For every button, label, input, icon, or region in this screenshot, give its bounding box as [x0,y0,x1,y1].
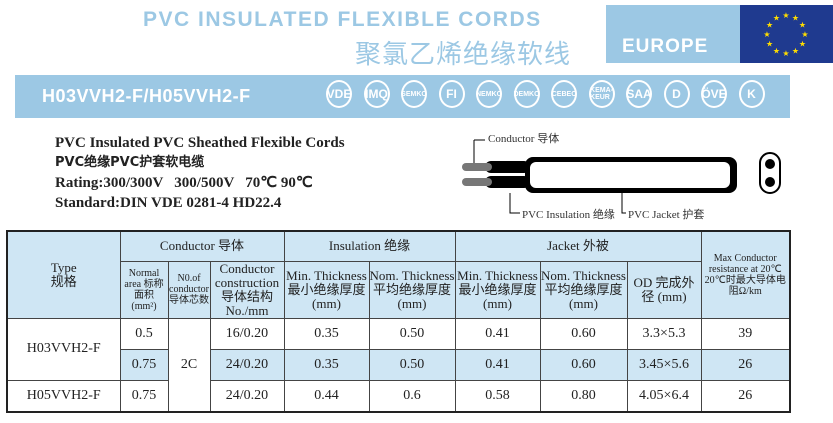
cert-7-icon: KEMA-KEUR [588,80,615,108]
cell-res: 26 [700,348,791,381]
cell-construction: 24/0.20 [209,348,285,381]
desc-standard: Standard:DIN VDE 0281-4 HD22.4 [55,195,282,211]
cert-4-icon: NEMKO [476,80,502,108]
cell-jk-min: 0.58 [454,379,541,412]
cert-9-icon: D [663,80,690,108]
cert-2-icon: SEMKO [401,80,427,108]
insulation-label: PVC Insulation 绝缘 [522,209,615,221]
cell-od: 3.3×5.3 [626,317,702,350]
cert-11-icon: K [738,80,765,108]
star-icon: ★ [799,40,806,49]
cell-res: 26 [700,379,791,412]
title-english: PVC INSULATED FLEXIBLE CORDS [143,8,542,31]
ins-min-header: Min. Thickness 最小绝缘厚度 (mm) [283,260,370,319]
star-icon: ★ [782,49,789,58]
cert-5-icon: DEMKO [513,80,540,108]
cell-ins-min: 0.44 [283,379,370,412]
cert-8-icon: SAA [626,80,652,108]
star-icon: ★ [763,30,770,39]
desc-line1: PVC Insulated PVC Sheathed Flexible Cord… [55,135,345,151]
insulation-header: Insulation 绝缘 [283,230,456,262]
cert-0-icon: VDE [326,80,352,108]
cert-3-icon: FI [438,80,465,108]
star-icon: ★ [792,14,799,23]
cert-10-icon: ÖVE [701,80,727,108]
jacket-header: Jacket 外被 [454,230,702,262]
desc-line2: PVC绝缘PVC护套软电缆 [55,155,205,170]
star-icon: ★ [799,21,806,30]
cell-jk-nom: 0.60 [539,317,628,350]
cell-cores: 2C [167,317,211,412]
cell-area: 0.75 [119,379,169,412]
cell-jk-nom: 0.80 [539,379,628,412]
cell-jk-min: 0.41 [454,348,541,381]
star-icon: ★ [766,21,773,30]
cell-area: 0.75 [119,348,169,381]
europe-box [606,5,740,63]
star-icon: ★ [773,46,780,55]
eu-flag-icon: ★ ★★★★★★★★★★★ [740,5,833,63]
model-label: H03VVH2-F/H05VVH2-F [42,86,251,106]
cell-res: 39 [700,317,791,350]
cell-ins-nom: 0.50 [368,317,456,350]
area-header: Normal area 标称面积 (mm²) [119,260,169,319]
table-row: 0.75 24/0.20 0.35 0.50 0.41 0.60 3.45×5.… [7,348,791,381]
cell-jk-min: 0.41 [454,317,541,350]
ins-nom-header: Nom. Thickness 平均绝缘厚度 (mm) [368,260,456,319]
cert-1-icon: IMQ [363,80,390,108]
cell-construction: 16/0.20 [209,317,285,350]
od-header: OD 完成外径 (mm) [626,260,702,319]
cell-ins-nom: 0.50 [368,348,456,381]
jacket-label: PVC Jacket 护套 [628,209,705,221]
star-icon: ★ [782,11,789,20]
cable-diagram [462,139,781,214]
cert-6-icon: CEBEC [551,80,577,108]
jk-min-header: Min. Thickness 最小绝缘厚度 (mm) [454,260,541,319]
cell-type: H03VVH2-F [6,317,121,381]
description: PVC Insulated PVC Sheathed Flexible Cord… [55,133,345,213]
construction-header: Conductor construction 导体结构 No./mm [209,260,285,319]
cell-ins-nom: 0.6 [368,379,456,412]
cell-type: H05VVH2-F [6,379,121,412]
table-row: H05VVH2-F 0.75 24/0.20 0.44 0.6 0.58 0.8… [6,379,791,412]
cell-jk-nom: 0.60 [539,348,628,381]
cell-od: 3.45×5.6 [626,348,702,381]
star-icon: ★ [792,46,799,55]
europe-label: EUROPE [622,36,709,57]
title-chinese: 聚氯乙烯绝缘软线 [355,40,572,70]
max-resistance-header: Max Conductor resistance at 20℃ 20℃时最大导体… [700,230,791,319]
cell-area: 0.5 [119,317,169,350]
cell-od: 4.05×6.4 [626,379,702,412]
table-row: H03VVH2-F 0.5 2C 16/0.20 0.35 0.50 0.41 … [6,317,791,412]
type-header: Type 规格 [6,230,121,319]
desc-rating: Rating:300/300V 300/500V 70℃ 90℃ [55,175,313,191]
star-icon: ★ [766,40,773,49]
jk-nom-header: Nom. Thickness 平均绝缘厚度 (mm) [539,260,628,319]
cores-header: N0.of conductor 导体芯数 [167,260,211,319]
star-icon: ★ [801,30,808,39]
cell-ins-min: 0.35 [283,317,370,350]
cell-construction: 24/0.20 [209,379,285,412]
conductor-label: Conductor 导体 [488,133,560,145]
spec-table: Type 规格 Conductor 导体 Insulation 绝缘 Jacket… [6,230,791,413]
star-icon: ★ [773,14,780,23]
conductor-header: Conductor 导体 [119,230,285,262]
cell-ins-min: 0.35 [283,348,370,381]
